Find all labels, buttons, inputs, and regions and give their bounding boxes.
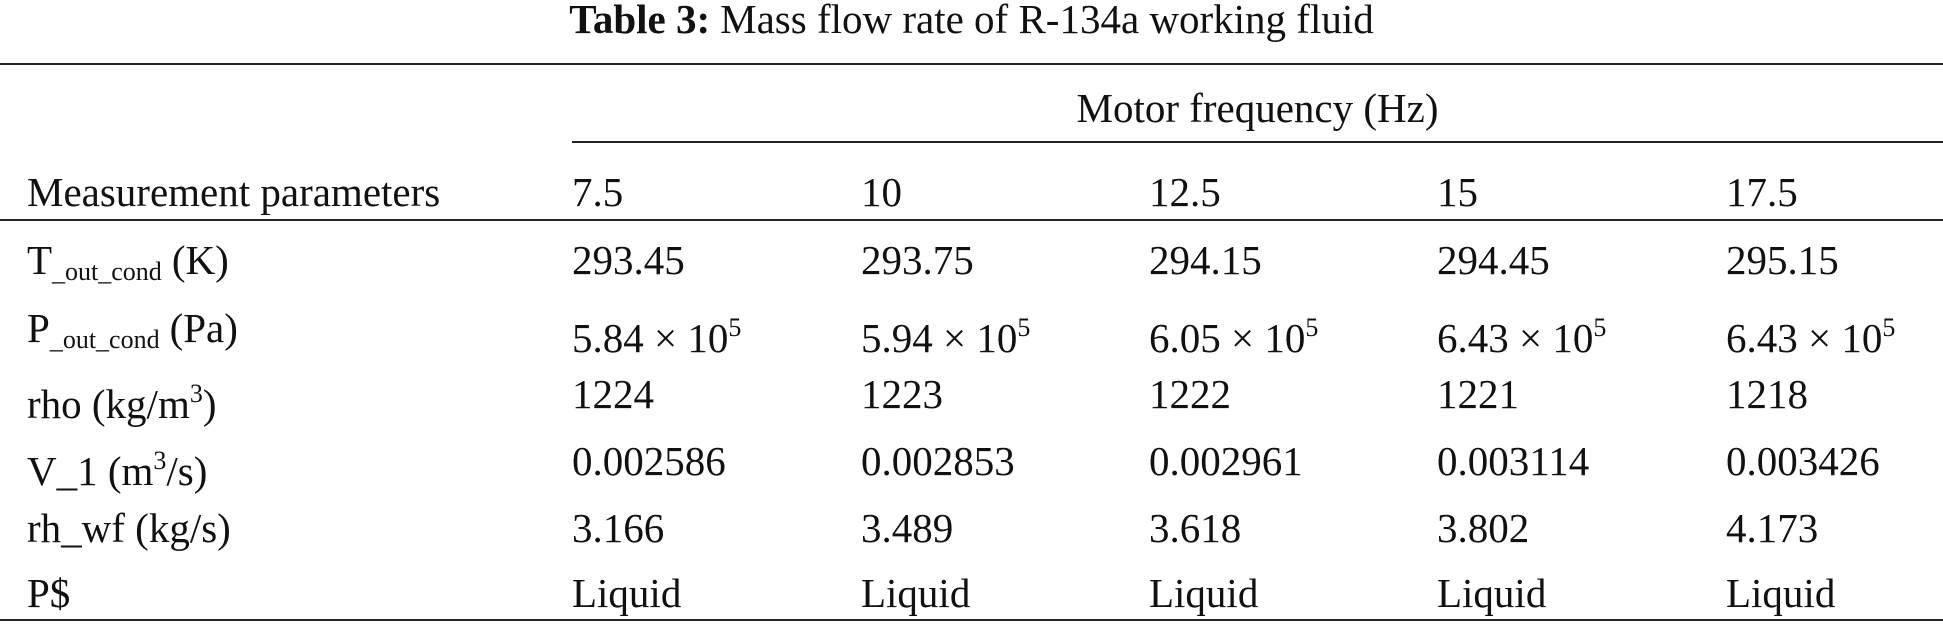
cell: 6.05 × 105 <box>1149 303 1318 363</box>
cell: 3.802 <box>1437 505 1530 551</box>
group-header: Motor frequency (Hz) <box>1076 85 1439 131</box>
cell: 0.002853 <box>861 438 1015 484</box>
top-rule <box>0 63 1943 65</box>
column-header: 17.5 <box>1726 169 1798 215</box>
group-rule <box>572 141 1943 143</box>
row-label: rh_wf (kg/s) <box>27 503 231 553</box>
cell: 294.15 <box>1149 237 1262 283</box>
cell: 5.84 × 105 <box>572 303 741 363</box>
caption-label: Table 3: <box>569 0 711 42</box>
cell: 294.45 <box>1437 237 1550 283</box>
text-part: 6.43 × 10 <box>1437 315 1594 361</box>
cell: 1223 <box>861 371 943 417</box>
cell: 1221 <box>1437 371 1519 417</box>
cell: 0.002586 <box>572 438 726 484</box>
text-part: P$ <box>27 570 71 616</box>
caption-text: Mass flow rate of R-134a working fluid <box>720 0 1374 42</box>
cell: 5.94 × 105 <box>861 303 1030 363</box>
text-part: 5 <box>1593 313 1607 342</box>
cell: 295.15 <box>1726 237 1839 283</box>
cell: 0.002961 <box>1149 438 1303 484</box>
bottom-rule <box>0 619 1943 621</box>
row-label: rho (kg/m3) <box>27 369 217 429</box>
cell: Liquid <box>572 570 682 616</box>
cell: 3.618 <box>1149 505 1242 551</box>
text-part: _out_cond <box>49 325 160 354</box>
text-part: 5 <box>728 313 742 342</box>
text-part: 6.05 × 10 <box>1149 315 1306 361</box>
text-part: 5.94 × 10 <box>861 315 1018 361</box>
cell: Liquid <box>1437 570 1547 616</box>
text-part: 5.84 × 10 <box>572 315 729 361</box>
cell: 1222 <box>1149 371 1231 417</box>
cell: Liquid <box>1726 570 1836 616</box>
cell: 6.43 × 105 <box>1437 303 1606 363</box>
cell: 0.003426 <box>1726 438 1880 484</box>
text-part: (K) <box>171 237 229 283</box>
table-caption: Table 3: Mass flow rate of R-134a working… <box>0 0 1943 44</box>
text-part: 3 <box>153 446 167 475</box>
row-label: P_out_cond (Pa) <box>27 303 238 365</box>
cell: Liquid <box>861 570 971 616</box>
text-part: rho (kg/m <box>27 381 190 427</box>
text-part: T <box>27 237 53 283</box>
header-rule <box>0 219 1943 221</box>
column-header: 15 <box>1437 169 1478 215</box>
text-part: (Pa) <box>169 305 238 351</box>
cell: 0.003114 <box>1437 438 1590 484</box>
cell: 6.43 × 105 <box>1726 303 1895 363</box>
text-part: V_1 (m <box>27 448 154 494</box>
column-header: 7.5 <box>572 169 624 215</box>
column-header: 12.5 <box>1149 169 1221 215</box>
cell: 293.45 <box>572 237 685 283</box>
text-part: ) <box>202 381 217 427</box>
column-header: 10 <box>861 169 902 215</box>
text-part: 3 <box>189 379 203 408</box>
cell: 1218 <box>1726 371 1808 417</box>
text-part: _out_cond <box>52 257 162 286</box>
text-part: P <box>27 305 50 351</box>
text-part: 5 <box>1305 313 1319 342</box>
row-label: T_out_cond (K) <box>27 235 229 297</box>
cell: 3.166 <box>572 505 665 551</box>
cell: 4.173 <box>1726 505 1819 551</box>
text-part: 5 <box>1882 313 1896 342</box>
text-part: rh_wf (kg/s) <box>27 505 231 551</box>
row-label: V_1 (m3/s) <box>27 436 207 496</box>
cell: 3.489 <box>861 505 954 551</box>
cell: 1224 <box>572 371 654 417</box>
first-header: Measurement parameters <box>27 169 441 215</box>
text-part: /s) <box>166 448 208 494</box>
row-label: P$ <box>27 568 70 618</box>
text-part: 6.43 × 10 <box>1726 315 1883 361</box>
text-part: 5 <box>1017 313 1031 342</box>
cell: 293.75 <box>861 237 974 283</box>
cell: Liquid <box>1149 570 1259 616</box>
